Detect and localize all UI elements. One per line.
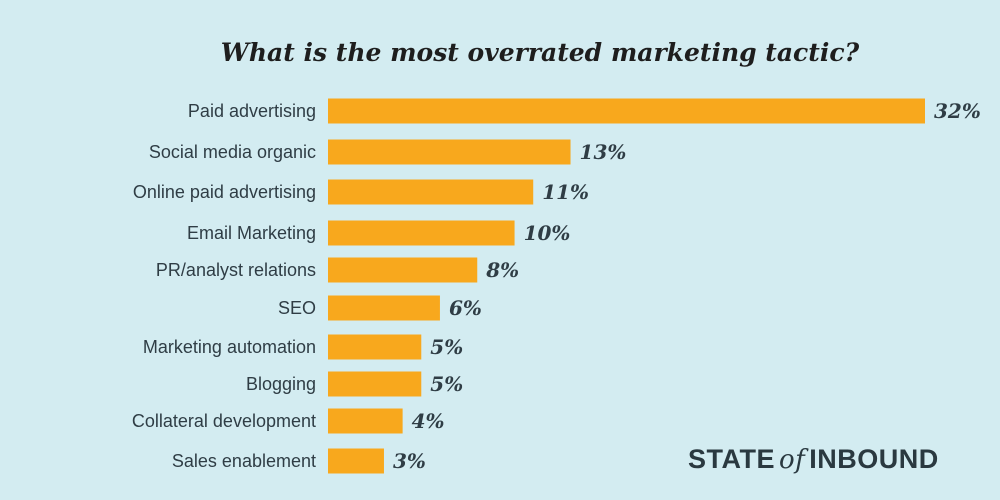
chart-title: What is the most overrated marketing tac… [220, 38, 860, 67]
value-label: 3% [393, 449, 426, 473]
brand-of: of [779, 445, 806, 475]
category-label: Blogging [246, 374, 316, 394]
value-label: 5% [430, 372, 463, 396]
bar [328, 139, 571, 165]
category-label: Paid advertising [188, 101, 316, 121]
brand-logo: STATE of INBOUND [688, 444, 939, 475]
bar [328, 295, 440, 321]
bar [328, 334, 422, 360]
bar [328, 371, 422, 397]
category-label: Sales enablement [172, 451, 316, 471]
category-label: PR/analyst relations [156, 260, 316, 280]
bar [328, 257, 478, 283]
bar [328, 220, 515, 246]
category-label: SEO [278, 298, 316, 318]
category-label: Collateral development [132, 411, 316, 431]
value-label: 6% [449, 296, 482, 320]
value-label: 10% [524, 221, 571, 245]
category-label: Online paid advertising [133, 182, 316, 202]
brand-inbound: INBOUND [809, 444, 939, 474]
bar [328, 408, 403, 434]
brand-state: STATE [688, 444, 775, 474]
value-label: 8% [485, 258, 519, 282]
value-label: 4% [412, 409, 445, 433]
bar [328, 179, 534, 205]
value-label: 32% [934, 99, 981, 123]
bar [328, 448, 384, 474]
category-label: Social media organic [149, 142, 316, 162]
value-label: 5% [430, 335, 463, 359]
category-label: Email Marketing [187, 223, 316, 243]
value-label: 13% [580, 140, 627, 164]
value-label: 11% [542, 180, 589, 204]
category-label: Marketing automation [143, 337, 316, 357]
bar [328, 98, 925, 124]
